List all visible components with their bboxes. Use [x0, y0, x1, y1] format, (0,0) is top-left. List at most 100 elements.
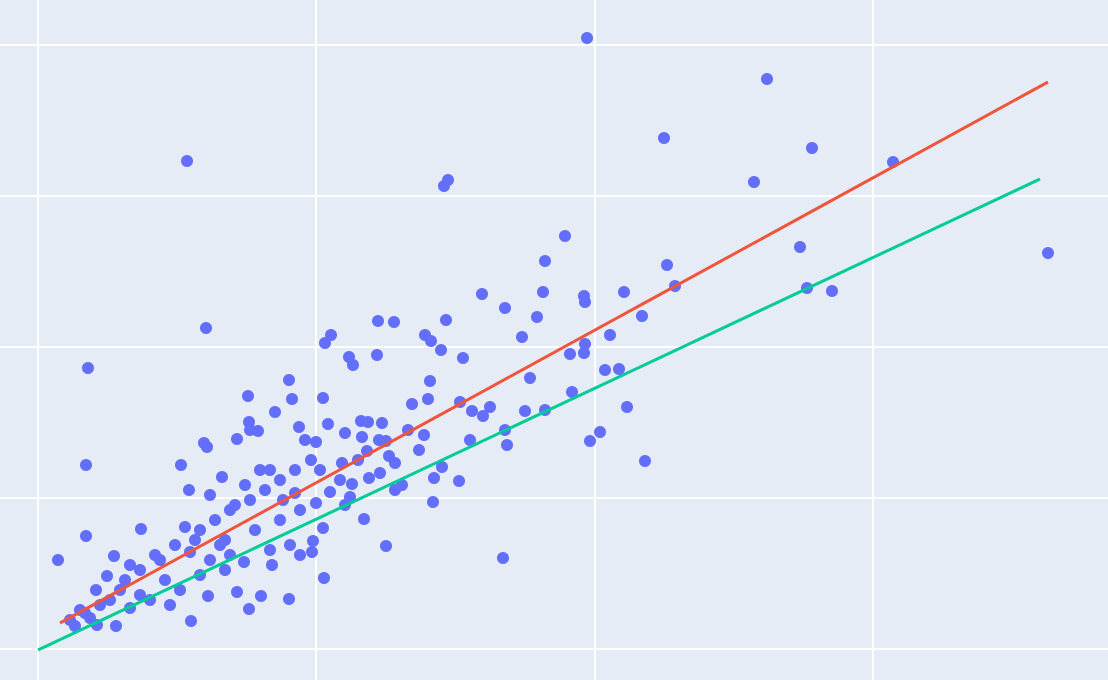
scatter-point: [101, 570, 113, 582]
scatter-point: [324, 486, 336, 498]
scatter-point: [244, 494, 256, 506]
scatter-point: [164, 599, 176, 611]
scatter-point: [274, 514, 286, 526]
fit-line: [59, 80, 1049, 625]
scatter-point: [69, 620, 81, 632]
scatter-point: [497, 552, 509, 564]
scatter-point: [358, 513, 370, 525]
scatter-point: [436, 461, 448, 473]
scatter-point: [519, 405, 531, 417]
scatter-point: [344, 491, 356, 503]
scatter-point: [388, 316, 400, 328]
scatter-point: [457, 352, 469, 364]
scatter-point: [259, 484, 271, 496]
scatter-point: [306, 546, 318, 558]
scatter-point: [566, 386, 578, 398]
scatter-point: [80, 459, 92, 471]
scatter-point: [209, 514, 221, 526]
scatter-point: [179, 521, 191, 533]
scatter-point: [242, 390, 254, 402]
scatter-point: [339, 427, 351, 439]
scatter-point: [189, 534, 201, 546]
scatter-point: [264, 544, 276, 556]
scatter-point: [356, 431, 368, 443]
scatter-point: [299, 434, 311, 446]
scatter-point: [564, 348, 576, 360]
scatter-point: [578, 347, 590, 359]
scatter-point: [639, 455, 651, 467]
scatter-point: [202, 590, 214, 602]
scatter-point: [322, 418, 334, 430]
scatter-point: [293, 421, 305, 433]
scatter-point: [599, 364, 611, 376]
scatter-point: [108, 550, 120, 562]
scatter-point: [294, 504, 306, 516]
scatter-point: [252, 425, 264, 437]
scatter-point: [484, 401, 496, 413]
scatter-point: [761, 73, 773, 85]
scatter-point: [427, 496, 439, 508]
scatter-point: [216, 471, 228, 483]
scatter-point: [318, 572, 330, 584]
scatter-point: [110, 620, 122, 632]
scatter-point: [584, 435, 596, 447]
scatter-point: [286, 393, 298, 405]
scatter-point: [418, 429, 430, 441]
scatter-point: [219, 564, 231, 576]
scatter-point: [90, 584, 102, 596]
scatter-point: [499, 302, 511, 314]
scatter-point: [516, 331, 528, 343]
scatter-point: [266, 559, 278, 571]
scatter-point: [317, 392, 329, 404]
scatter-point: [524, 372, 536, 384]
scatter-point: [231, 433, 243, 445]
scatter-point: [559, 230, 571, 242]
scatter-point: [283, 593, 295, 605]
scatter-point: [264, 464, 276, 476]
scatter-point: [269, 406, 281, 418]
scatter-point: [334, 474, 346, 486]
scatter-point: [794, 241, 806, 253]
scatter-point: [52, 554, 64, 566]
scatter-point: [594, 426, 606, 438]
scatter-point: [289, 464, 301, 476]
scatter-point: [319, 337, 331, 349]
scatter-point: [305, 454, 317, 466]
scatter-point: [254, 464, 266, 476]
scatter-point: [134, 564, 146, 576]
scatter-point: [229, 499, 241, 511]
scatter-point: [362, 416, 374, 428]
scatter-point: [204, 554, 216, 566]
scatter-point: [613, 363, 625, 375]
scatter-point: [453, 475, 465, 487]
scatter-point: [748, 176, 760, 188]
scatter-point: [806, 142, 818, 154]
scatter-point: [82, 362, 94, 374]
scatter-point: [539, 255, 551, 267]
scatter-point: [317, 522, 329, 534]
scatter-point: [658, 132, 670, 144]
scatter-point: [310, 497, 322, 509]
scatter-point: [621, 401, 633, 413]
scatter-point: [183, 484, 195, 496]
scatter-point: [231, 586, 243, 598]
scatter-point: [581, 32, 593, 44]
scatter-point: [826, 285, 838, 297]
scatter-point: [376, 417, 388, 429]
scatter-point: [255, 590, 267, 602]
scatter-point: [204, 489, 216, 501]
scatter-point: [175, 459, 187, 471]
scatter-point: [274, 474, 286, 486]
scatter-point: [185, 615, 197, 627]
scatter-point: [604, 329, 616, 341]
scatter-point: [422, 393, 434, 405]
scatter-point: [134, 589, 146, 601]
scatter-point: [201, 441, 213, 453]
scatter-point: [174, 584, 186, 596]
scatter-point: [380, 540, 392, 552]
scatter-point: [294, 549, 306, 561]
scatter-point: [435, 344, 447, 356]
